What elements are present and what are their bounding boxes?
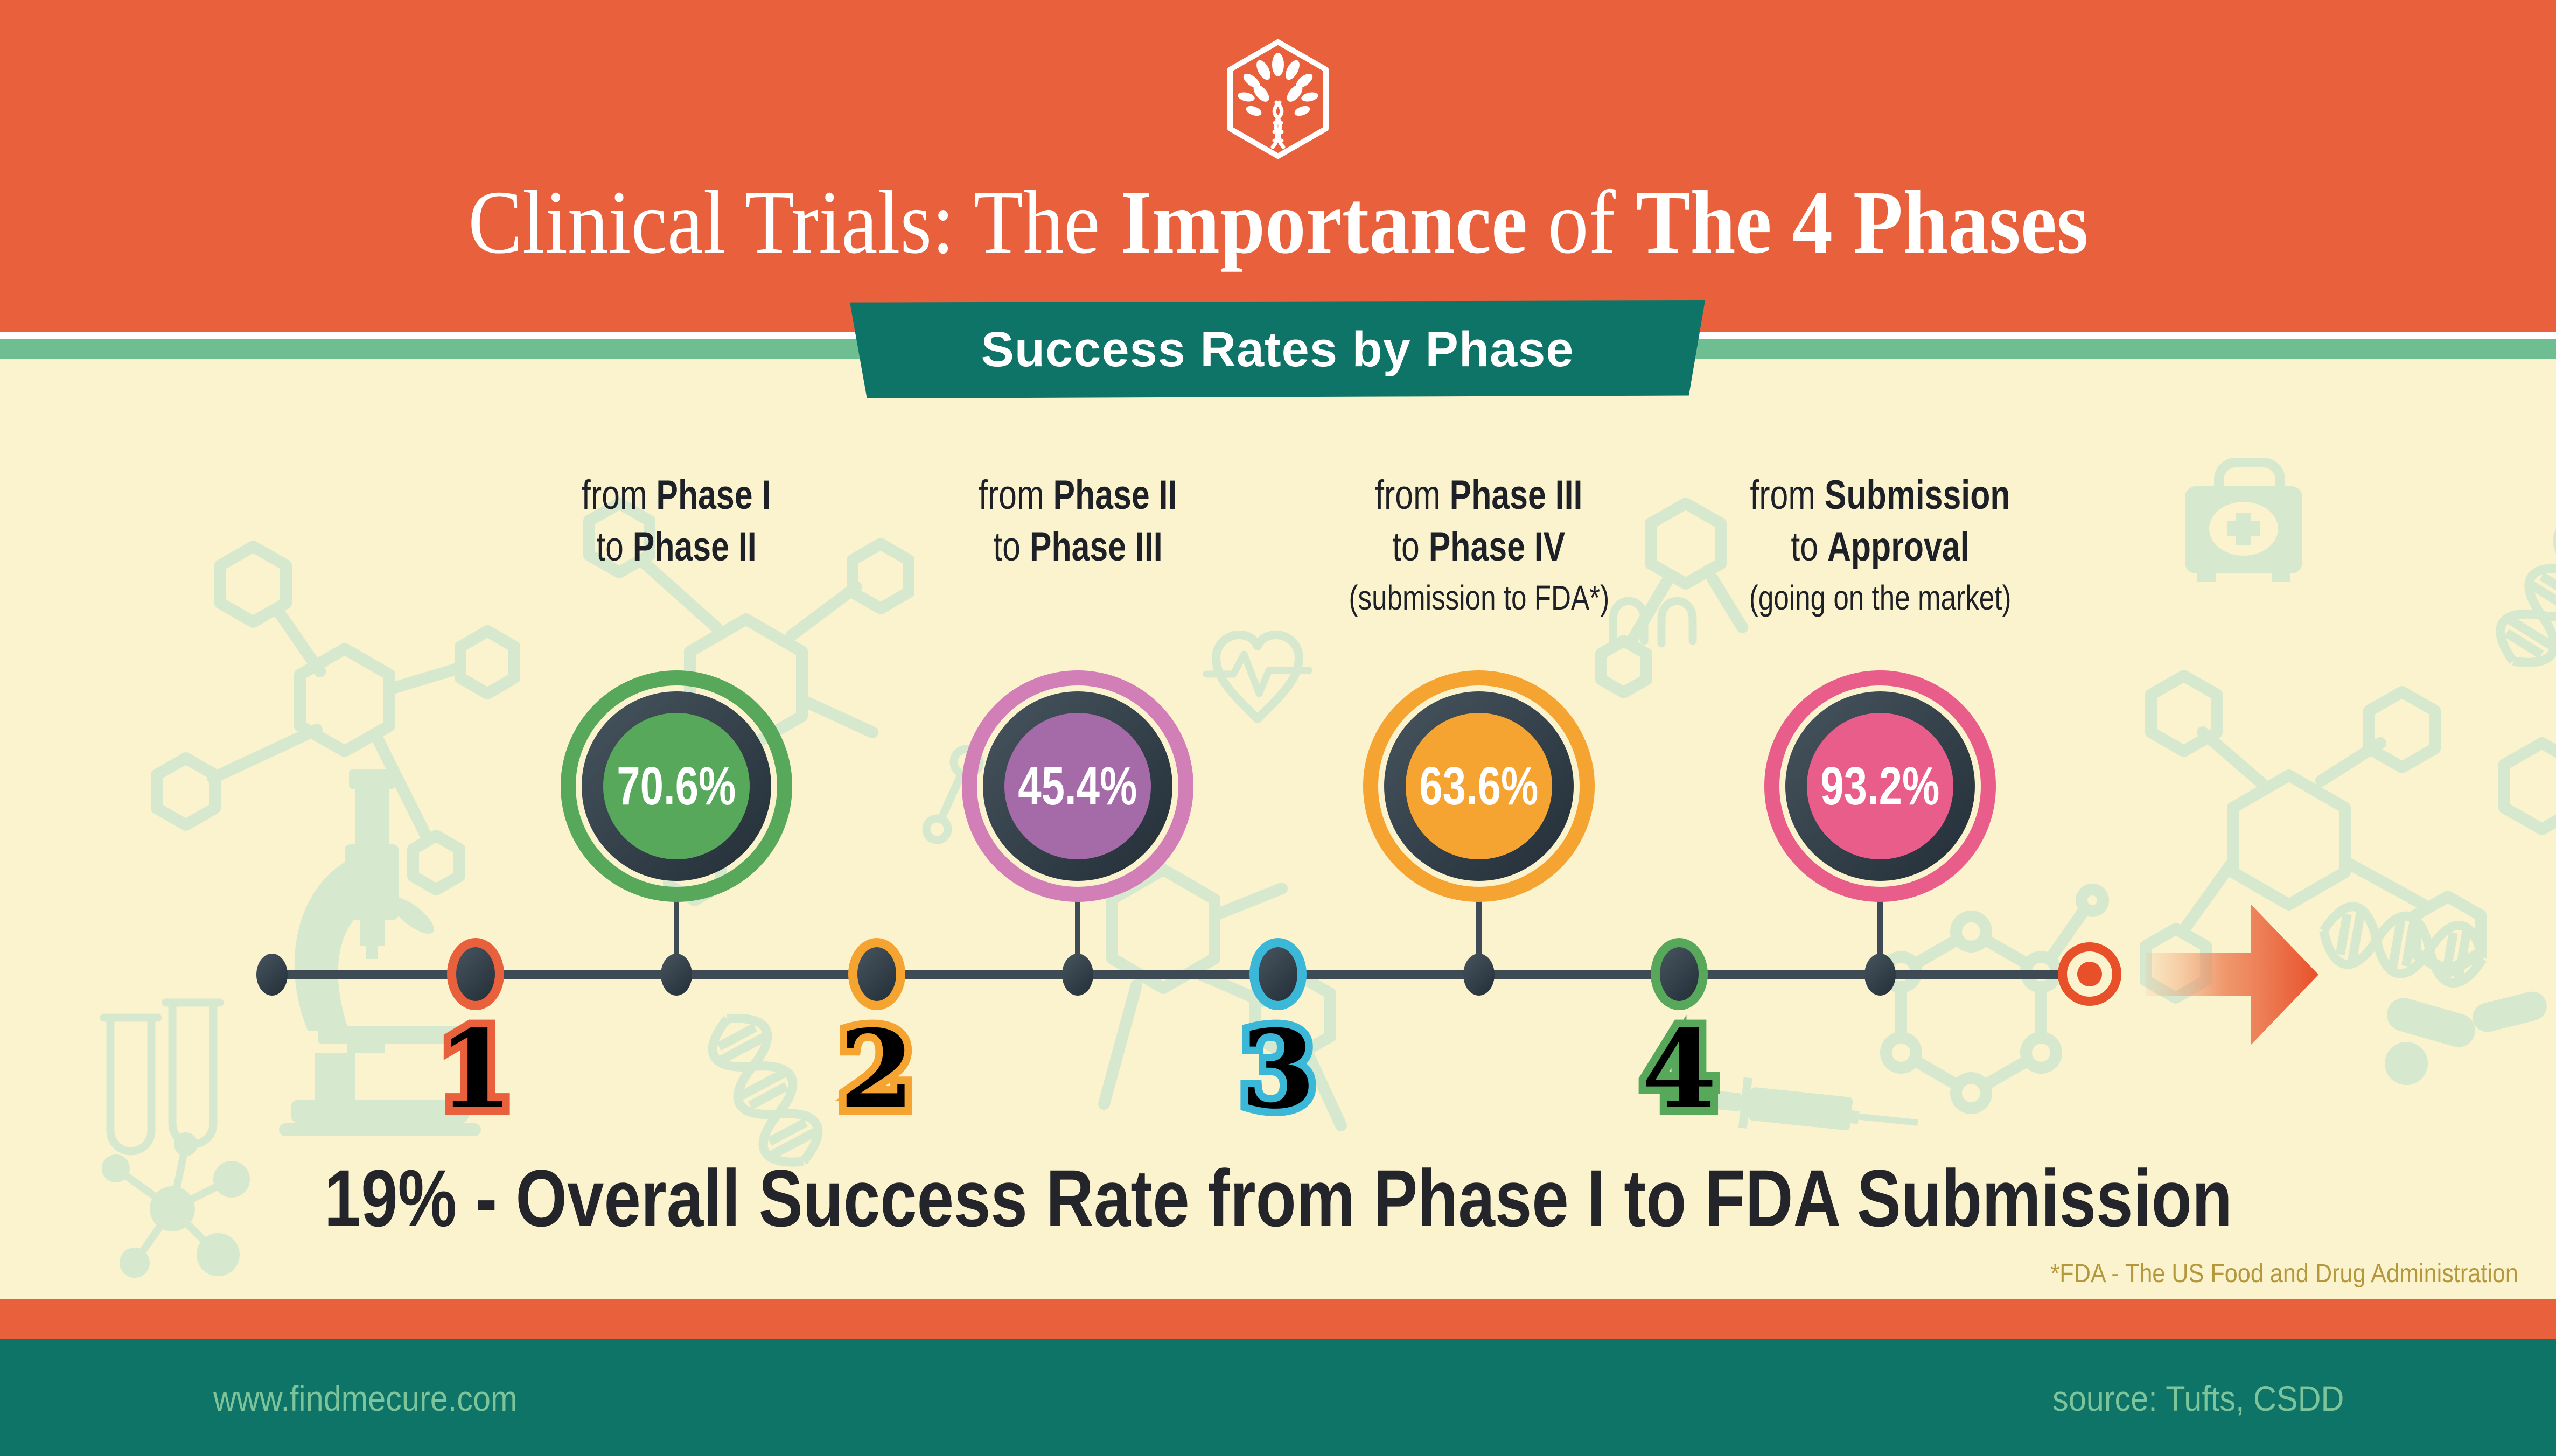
title-part: of [1527,172,1636,272]
overall-success-rate: 19% - Overall Success Rate from Phase I … [324,1153,2232,1243]
website-link[interactable]: www.findmecure.com [213,1378,518,1418]
title-part: Clinical Trials: The [467,172,1120,272]
test-tubes-icon [100,998,224,1156]
timeline-connector-1 [674,900,679,963]
phase-2-value: 45.4% [1018,755,1137,816]
phase-1-ring-dark: 70.6% [582,691,771,881]
dna-icon [2489,509,2556,677]
phase-4-value: 93.2% [1820,755,1940,816]
phase-4-ring-chart: 93.2% [1764,670,1996,902]
phase-3-ring-chart: 63.6% [1363,670,1595,902]
timeline-start-dot [256,954,288,996]
fda-footnote: *FDA - The US Food and Drug Administrati… [2050,1259,2518,1288]
timeline-end-dot [2077,962,2102,986]
timeline-end-target [2058,942,2121,1006]
footer-accent-strip [0,1299,2556,1339]
timeline-connector-4 [1877,900,1883,963]
timeline-connector-2 [1075,900,1080,963]
timeline-node-dot [661,954,692,996]
timeline-connector-3 [1476,900,1482,963]
phase-2-ring-dark: 45.4% [983,691,1172,881]
phase-4-ring-dark: 93.2% [1785,691,1975,881]
dna-icon [2318,902,2488,987]
phase-3-label: from Phase III to Phase IV (submission t… [1349,472,1609,617]
title-part-bold: Importance [1120,172,1527,272]
timeline-node-dot [1463,954,1495,996]
phase-3-ring-dark: 63.6% [1384,691,1574,881]
phase-4-marker [1651,938,1708,1010]
phase-4-label: from Submission to Approval (going on th… [1749,472,2012,617]
first-aid-kit-icon [2185,458,2302,582]
dna-tree-logo-icon [1227,39,1329,159]
phase-1-marker [447,938,504,1010]
title-part-bold: The 4 Phases [1636,172,2089,272]
timeline-axis [272,970,2090,979]
source-credit: source: Tufts, CSDD [2052,1378,2344,1418]
phase-1-ring-chart: 70.6% [561,670,792,902]
section-banner-label: Success Rates by Phase [981,321,1574,377]
section-banner: Success Rates by Phase [850,300,1705,398]
phase-3-marker [1249,938,1307,1010]
footer-bar: www.findmecure.com source: Tufts, CSDD [0,1339,2556,1456]
timeline-node-dot [1062,954,1093,996]
phase-2-marker [848,938,905,1010]
heart-pulse-icon [1203,631,1312,723]
timeline-node-dot [1864,954,1896,996]
forward-arrow-icon [2146,905,2318,1045]
phase-2-label: from Phase II to Phase III [978,472,1177,570]
phase-3-value: 63.6% [1419,755,1539,816]
phase-1-value: 70.6% [617,755,736,816]
page-title: Clinical Trials: The Importance of The 4… [0,171,2556,274]
pills-icon [2385,991,2547,1085]
phase-2-ring-chart: 45.4% [962,670,1193,902]
